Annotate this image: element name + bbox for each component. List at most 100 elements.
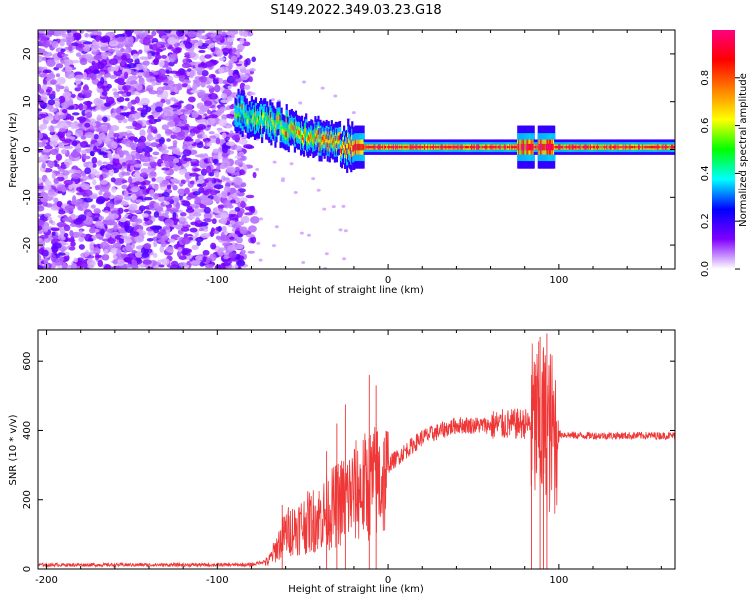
y-tick-label: 0 (22, 146, 33, 152)
noise-cell (89, 243, 95, 252)
noise-cell (163, 201, 170, 205)
noise-cell (75, 170, 82, 174)
noise-cell (144, 141, 152, 147)
noise-cell (156, 93, 164, 98)
x-tick-label: -100 (206, 275, 229, 286)
noise-cell (134, 218, 143, 224)
stray-cell (342, 257, 347, 261)
noise-cell (56, 221, 67, 228)
noise-cell (75, 200, 84, 208)
noise-cell (189, 125, 194, 130)
noise-cell (62, 217, 70, 222)
noise-cell (182, 58, 187, 64)
noise-cell (99, 186, 110, 192)
noise-cell (38, 219, 45, 226)
noise-cell (168, 76, 174, 82)
noise-cell (139, 129, 146, 137)
noise-cell (49, 219, 54, 224)
noise-cell (220, 212, 227, 219)
noise-cell (192, 191, 201, 196)
stray-cell (331, 205, 336, 209)
noise-cell (139, 172, 149, 178)
noise-cell (78, 244, 85, 250)
noise-cell (69, 35, 75, 43)
noise-cell (128, 203, 138, 211)
noise-cell (101, 35, 111, 43)
noise-cell (161, 85, 171, 91)
noise-cell (123, 238, 133, 244)
noise-cell (76, 191, 85, 196)
noise-cell (213, 194, 218, 202)
noise-cell (107, 236, 116, 245)
noise-cell (189, 227, 198, 233)
noise-cell (61, 148, 68, 155)
noise-cell (115, 199, 122, 204)
noise-cell (47, 216, 53, 221)
stray-cell (272, 160, 277, 164)
noise-cell (93, 208, 101, 214)
noise-cell (53, 178, 60, 184)
x-tick-label: -100 (206, 575, 229, 586)
noise-cell (39, 234, 49, 239)
noise-cell (70, 93, 76, 98)
noise-cell (186, 84, 191, 90)
noise-cell (206, 142, 212, 147)
noise-cell (190, 163, 200, 167)
noise-cell (182, 143, 188, 151)
noise-cell (212, 155, 218, 160)
noise-cell (98, 190, 103, 196)
noise-cell (211, 118, 216, 125)
noise-cell (181, 236, 191, 245)
noise-cell (78, 103, 84, 111)
noise-cell (147, 231, 157, 237)
noise-cell (109, 74, 117, 79)
noise-cell (70, 150, 81, 158)
noise-cell (129, 183, 135, 188)
noise-cell (149, 156, 158, 160)
noise-cell (153, 183, 159, 191)
stray-cell (289, 162, 294, 166)
noise-cell (205, 188, 213, 193)
noise-cell (181, 62, 191, 69)
noise-cell (206, 85, 214, 89)
noise-cell (138, 205, 146, 212)
noise-cell (38, 39, 47, 47)
noise-cell (143, 196, 153, 201)
noise-cell (41, 162, 46, 169)
noise-cell (105, 163, 114, 171)
noise-cell (80, 252, 89, 258)
noise-cell (95, 233, 101, 237)
stray-cell (258, 258, 263, 262)
noise-cell (219, 163, 225, 170)
noise-cell (153, 265, 160, 269)
noise-cell (235, 65, 245, 70)
noise-cell (104, 210, 109, 214)
noise-cell (64, 205, 75, 211)
noise-cell (189, 180, 195, 185)
noise-cell (134, 234, 144, 243)
noise-cell (38, 177, 43, 184)
noise-cell (207, 109, 212, 115)
noise-cell (221, 132, 227, 139)
noise-cell (104, 52, 112, 56)
spectrogram-heatmap (38, 30, 675, 269)
stray-cell (343, 229, 348, 233)
noise-cell (127, 101, 133, 110)
noise-cell (190, 221, 199, 226)
noise-cell (46, 59, 56, 68)
noise-cell (124, 257, 131, 263)
noise-cell (51, 231, 56, 236)
noise-cell (126, 91, 132, 97)
noise-cell (111, 88, 118, 92)
noise-cell (166, 184, 172, 190)
noise-cell (166, 206, 171, 212)
noise-cell (134, 63, 144, 71)
noise-cell (244, 212, 254, 216)
noise-cell (140, 109, 148, 116)
noise-cell (77, 43, 85, 48)
noise-cell (141, 213, 149, 218)
noise-cell (163, 90, 169, 99)
spectrogram-x-axis: -200 -100 0 100 (35, 30, 662, 286)
